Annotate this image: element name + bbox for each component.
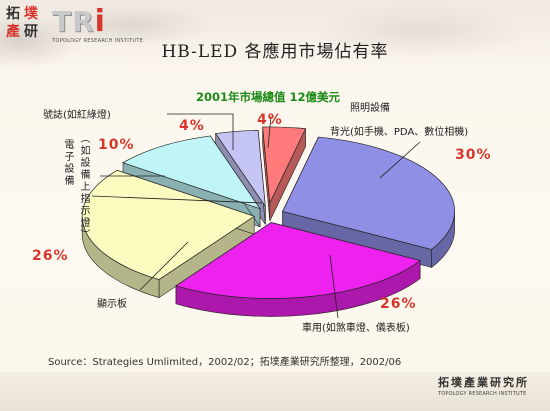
vertical-char: ︵ [80,134,91,145]
chart-subtitle: 2001年市場總值 12億美元 [196,90,341,104]
label-traffic-signal: 號誌(如紅綠燈) [43,110,111,121]
logo-wordmark-dot: i [94,4,106,39]
vertical-char: 設 [64,164,75,175]
pct-display-board: 26% [32,248,69,264]
pie-slice [175,221,421,317]
pct-lighting: 4% [257,112,283,128]
pct-electronic-equipment: 10% [98,137,135,153]
vertical-char: 如 [80,146,91,157]
vertical-char: 上 [80,182,91,193]
label-automotive: 車用(如煞車燈、儀表板) [302,323,410,334]
label-display-board: 顯示板 [97,299,127,310]
logo-char-4: 研 [24,24,38,40]
logo-char-1: 拓 [6,6,20,22]
footer-logo-subtitle: TOPOLOGY RESEARCH INSTITUTE [438,391,527,397]
leader-line [329,254,339,319]
pie-slice-top [122,135,261,210]
logo-seal: 拓 墣 產 研 [6,4,48,40]
pie-slice [262,126,307,222]
leader-line [139,241,189,291]
vertical-char: ︶ [80,230,91,241]
leader-line [91,195,263,204]
footer-band [0,372,550,411]
logo-wordmark: TRi [52,4,106,39]
logo-char-3: 產 [6,24,20,40]
pie-slice-top [215,130,266,207]
logo-char-2: 墣 [24,6,38,22]
logo-subtitle: TOPOLOGY RESEARCH INSTITUTE [52,38,144,44]
chart-title: HB-LED 各應用市場佔有率 [161,42,389,62]
pie-slice [282,136,455,269]
leader-line [167,113,234,150]
leader-line [267,115,272,149]
logo-wordmark-main: TR [52,5,95,38]
vertical-char: 備 [80,170,91,181]
pct-traffic-signal: 4% [179,118,205,134]
footer-logo: 拓墣產業研究所 [438,376,529,389]
label-backlight: 背光(如手機、PDA、數位相機) [330,127,469,138]
pie-slice-top [175,222,421,299]
pie-slice-top [262,126,307,205]
pie-slices [81,126,455,317]
vertical-char: 燈 [80,218,91,229]
vertical-char: 示 [80,206,91,217]
pct-automotive: 26% [380,296,417,312]
vertical-char: 備 [64,176,75,187]
vertical-char: 指 [80,194,91,205]
label-electronic-equipment: 電子設備 [64,140,75,188]
leader-lines [91,113,421,319]
label-electronic-equipment-note: ︵ 如設備上指示燈 ︶ [80,134,91,242]
pie-slice-top [282,136,455,250]
pct-backlight: 30% [455,147,492,163]
vertical-char: 設 [80,158,91,169]
leader-line [379,141,421,179]
vertical-char: 電 [64,140,75,151]
header-map-background [0,0,550,70]
vertical-char: 子 [64,152,75,163]
label-lighting: 照明設備 [350,103,390,114]
source-note: Source：Strategies Umlimited，2002/02；拓墣產業… [48,357,402,368]
